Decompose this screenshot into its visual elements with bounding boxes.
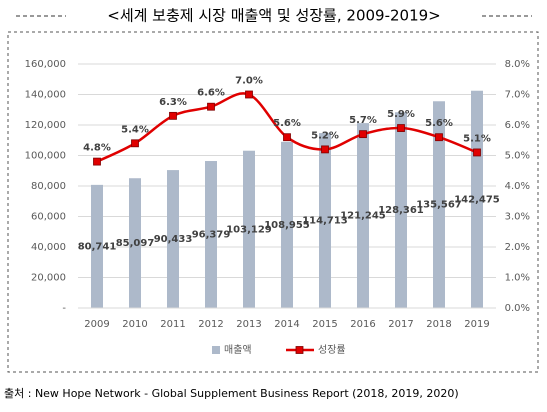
line-marker: [283, 133, 291, 142]
bar: [395, 112, 407, 308]
bar: [319, 133, 331, 308]
x-tick-label: 2017: [388, 319, 413, 330]
x-tick-label: 2018: [426, 319, 451, 330]
y-tick-label: 40,000: [31, 242, 66, 253]
x-tick-label: 2013: [236, 319, 261, 330]
x-tick-label: 2012: [198, 319, 223, 330]
data-label: 80,741: [78, 241, 117, 252]
bar: [357, 123, 369, 308]
x-tick-label: 2010: [122, 319, 147, 330]
data-label: 103,129: [226, 224, 272, 235]
x-tick-label: 2019: [464, 319, 489, 330]
source-note: 출처 : New Hope Network - Global Supplemen…: [4, 387, 459, 400]
y2-tick-label: 5.0%: [505, 151, 530, 162]
legend-swatch: [295, 346, 304, 354]
bar: [433, 101, 445, 309]
line-marker: [321, 145, 329, 154]
y-tick-label: -: [62, 303, 66, 314]
y-tick-label: 160,000: [25, 59, 66, 70]
y2-tick-label: 1.0%: [505, 273, 530, 284]
data-label: 5.4%: [121, 124, 149, 135]
data-label: 5.6%: [425, 118, 453, 129]
bar: [243, 150, 255, 308]
y-tick-label: 80,000: [31, 181, 66, 192]
data-label: 5.7%: [349, 115, 377, 126]
y-tick-label: 60,000: [31, 212, 66, 223]
x-tick-label: 2011: [160, 319, 185, 330]
y-tick-label: 20,000: [31, 273, 66, 284]
x-tick-label: 2014: [274, 319, 299, 330]
y-tick-label: 100,000: [25, 151, 66, 162]
chart-frame: [7, 31, 539, 373]
y2-tick-label: 8.0%: [505, 59, 530, 70]
data-label: 96,379: [192, 230, 231, 241]
line-marker: [93, 157, 101, 166]
y2-tick-label: 6.0%: [505, 120, 530, 131]
y2-tick-label: 7.0%: [505, 90, 530, 101]
data-label: 5.2%: [311, 130, 339, 141]
data-label: 121,245: [340, 211, 386, 222]
y2-tick-label: 4.0%: [505, 181, 530, 192]
data-label: 5.6%: [273, 118, 301, 129]
data-label: 5.9%: [387, 109, 415, 120]
bar: [281, 141, 293, 308]
data-label: 90,433: [154, 234, 193, 245]
y-tick-label: 140,000: [25, 90, 66, 101]
line-marker: [359, 130, 367, 139]
line-marker: [207, 102, 215, 111]
data-label: 5.1%: [463, 133, 491, 144]
legend-label: 성장률: [318, 344, 346, 356]
data-label: 85,097: [116, 238, 155, 249]
data-label: 6.6%: [197, 88, 225, 99]
y2-tick-label: 0.0%: [505, 303, 530, 314]
bar: [129, 178, 141, 308]
line-marker: [131, 139, 139, 148]
legend-label: 매출액: [224, 344, 252, 356]
x-tick-label: 2016: [350, 319, 375, 330]
bar: [167, 170, 179, 308]
chart-title: <세계 보충제 시장 매출액 및 성장률, 2009-2019>: [107, 7, 440, 25]
line-marker: [473, 148, 481, 157]
data-label: 114,713: [302, 216, 348, 227]
data-label: 135,567: [416, 200, 462, 211]
line-marker: [397, 124, 405, 132]
y-tick-label: 120,000: [25, 120, 66, 131]
line-marker: [169, 111, 177, 120]
bar: [205, 161, 217, 308]
y2-tick-label: 3.0%: [505, 212, 530, 223]
data-label: 4.8%: [83, 143, 111, 154]
data-label: 6.3%: [159, 97, 187, 108]
bar: [91, 184, 103, 308]
data-label: 7.0%: [235, 76, 263, 87]
data-label: 108,955: [264, 220, 310, 231]
x-tick-label: 2015: [312, 319, 337, 330]
line-marker: [435, 133, 443, 142]
line-marker: [245, 90, 253, 99]
legend-swatch: [212, 346, 220, 354]
data-label: 128,361: [378, 205, 424, 216]
y2-tick-label: 2.0%: [505, 242, 530, 253]
data-label: 142,475: [454, 194, 500, 205]
x-tick-label: 2009: [84, 319, 109, 330]
bar: [471, 90, 483, 309]
